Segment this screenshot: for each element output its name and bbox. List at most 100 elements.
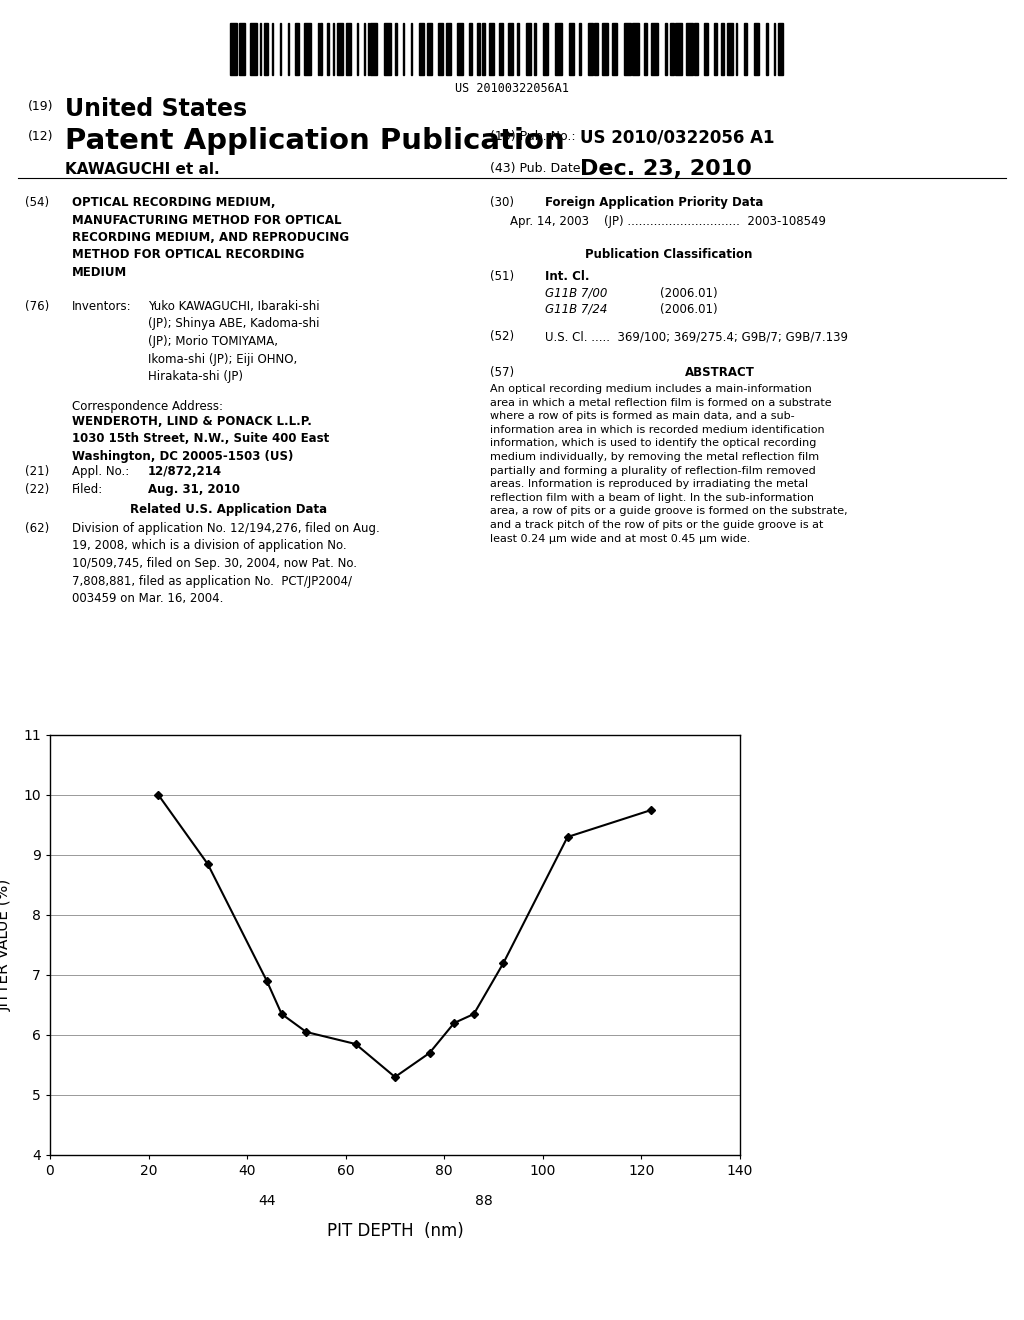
Text: (62): (62): [25, 521, 49, 535]
Bar: [489, 22, 495, 75]
Bar: [766, 22, 768, 75]
Bar: [525, 22, 530, 75]
Text: United States: United States: [65, 96, 247, 121]
Text: U.S. Cl. .....  369/100; 369/275.4; G9B/7; G9B/7.139: U.S. Cl. ..... 369/100; 369/275.4; G9B/7…: [545, 330, 848, 343]
Bar: [271, 22, 273, 75]
Bar: [686, 22, 693, 75]
Bar: [580, 22, 581, 75]
Text: G11B 7/24: G11B 7/24: [545, 304, 607, 315]
Bar: [555, 22, 562, 75]
Bar: [675, 22, 682, 75]
Text: Division of application No. 12/194,276, filed on Aug.
19, 2008, which is a divis: Division of application No. 12/194,276, …: [72, 521, 380, 605]
Bar: [594, 22, 598, 75]
Bar: [327, 22, 329, 75]
Bar: [457, 22, 464, 75]
Bar: [333, 22, 334, 75]
Bar: [469, 22, 471, 75]
Bar: [736, 22, 737, 75]
Text: 44: 44: [258, 1193, 275, 1208]
Text: (76): (76): [25, 300, 49, 313]
Bar: [651, 22, 657, 75]
Text: (30): (30): [490, 195, 514, 209]
Text: Int. Cl.: Int. Cl.: [545, 271, 590, 282]
Bar: [644, 22, 647, 75]
Bar: [543, 22, 549, 75]
Text: (57): (57): [490, 366, 514, 379]
Text: (21): (21): [25, 465, 49, 478]
Text: G11B 7/00: G11B 7/00: [545, 286, 607, 300]
Bar: [371, 22, 377, 75]
Text: Aug. 31, 2010: Aug. 31, 2010: [148, 483, 240, 496]
Text: (54): (54): [25, 195, 49, 209]
X-axis label: PIT DEPTH  (nm): PIT DEPTH (nm): [327, 1222, 464, 1241]
Bar: [568, 22, 574, 75]
Bar: [438, 22, 443, 75]
Text: An optical recording medium includes a main-information
area in which a metal re: An optical recording medium includes a m…: [490, 384, 848, 544]
Bar: [602, 22, 608, 75]
Bar: [384, 22, 390, 75]
Bar: [721, 22, 724, 75]
Bar: [670, 22, 674, 75]
Text: Correspondence Address:: Correspondence Address:: [72, 400, 223, 413]
Text: (19): (19): [28, 100, 53, 114]
Bar: [517, 22, 519, 75]
Bar: [260, 22, 261, 75]
Text: Apr. 14, 2003    (JP) ..............................  2003-108549: Apr. 14, 2003 (JP) .....................…: [510, 215, 826, 228]
Bar: [280, 22, 282, 75]
Text: Foreign Application Priority Data: Foreign Application Priority Data: [545, 195, 763, 209]
Bar: [612, 22, 617, 75]
Bar: [703, 22, 708, 75]
Text: (2006.01): (2006.01): [660, 286, 718, 300]
Bar: [394, 22, 397, 75]
Bar: [445, 22, 452, 75]
Text: 88: 88: [475, 1193, 493, 1208]
Bar: [774, 22, 775, 75]
Text: (22): (22): [25, 483, 49, 496]
Bar: [411, 22, 413, 75]
Bar: [240, 22, 245, 75]
Text: Inventors:: Inventors:: [72, 300, 132, 313]
Bar: [402, 22, 404, 75]
Bar: [727, 22, 733, 75]
Bar: [744, 22, 746, 75]
Text: (2006.01): (2006.01): [660, 304, 718, 315]
Text: KAWAGUCHI et al.: KAWAGUCHI et al.: [65, 162, 219, 177]
Text: Appl. No.:: Appl. No.:: [72, 465, 129, 478]
Bar: [427, 22, 432, 75]
Bar: [250, 22, 257, 75]
Bar: [264, 22, 268, 75]
Y-axis label: JITTER VALUE (%): JITTER VALUE (%): [0, 879, 12, 1011]
Bar: [477, 22, 479, 75]
Text: Patent Application Publication: Patent Application Publication: [65, 127, 565, 154]
Bar: [778, 22, 783, 75]
Text: US 20100322056A1: US 20100322056A1: [455, 82, 569, 95]
Bar: [694, 22, 698, 75]
Text: Dec. 23, 2010: Dec. 23, 2010: [580, 158, 752, 180]
Text: Yuko KAWAGUCHI, Ibaraki-shi
(JP); Shinya ABE, Kadoma-shi
(JP); Morio TOMIYAMA,
I: Yuko KAWAGUCHI, Ibaraki-shi (JP); Shinya…: [148, 300, 319, 383]
Bar: [356, 22, 358, 75]
Bar: [304, 22, 311, 75]
Bar: [364, 22, 365, 75]
Text: OPTICAL RECORDING MEDIUM,
MANUFACTURING METHOD FOR OPTICAL
RECORDING MEDIUM, AND: OPTICAL RECORDING MEDIUM, MANUFACTURING …: [72, 195, 349, 279]
Text: ABSTRACT: ABSTRACT: [685, 366, 755, 379]
Bar: [508, 22, 513, 75]
Text: (12): (12): [28, 129, 53, 143]
Text: Related U.S. Application Data: Related U.S. Application Data: [130, 503, 327, 516]
Text: Filed:: Filed:: [72, 483, 103, 496]
Text: Publication Classification: Publication Classification: [585, 248, 753, 261]
Bar: [665, 22, 668, 75]
Text: (51): (51): [490, 271, 514, 282]
Bar: [295, 22, 299, 75]
Bar: [321, 22, 322, 75]
Bar: [754, 22, 759, 75]
Bar: [230, 22, 237, 75]
Bar: [346, 22, 351, 75]
Bar: [624, 22, 631, 75]
Bar: [715, 22, 717, 75]
Text: (52): (52): [490, 330, 514, 343]
Bar: [368, 22, 369, 75]
Text: 12/872,214: 12/872,214: [148, 465, 222, 478]
Bar: [482, 22, 485, 75]
Text: (43) Pub. Date:: (43) Pub. Date:: [490, 162, 585, 176]
Text: (10) Pub. No.:: (10) Pub. No.:: [490, 129, 575, 143]
